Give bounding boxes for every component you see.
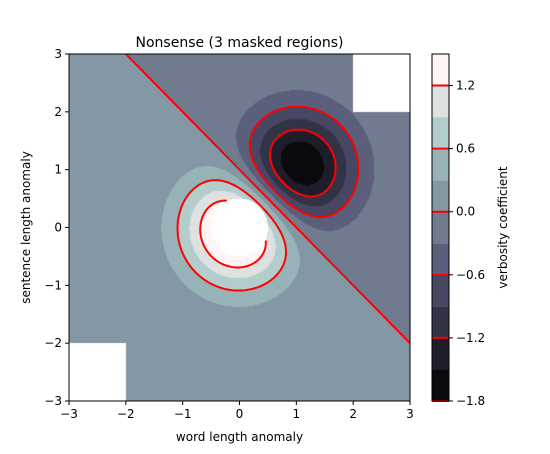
y-tick-label: 1 xyxy=(54,163,62,177)
colorbar-tick-label: −1.8 xyxy=(456,394,485,408)
y-tick-label: −1 xyxy=(44,278,62,292)
contour-line xyxy=(268,128,337,198)
colorbar-tick-label: −0.6 xyxy=(456,268,485,282)
colorbar-tick-label: 0.0 xyxy=(456,205,475,219)
colorbar-band xyxy=(432,274,449,307)
y-tick-label: 2 xyxy=(54,105,62,119)
colorbar-band xyxy=(432,337,449,370)
contour-line xyxy=(199,199,267,269)
colorbar-band xyxy=(432,306,449,338)
x-tick-label: −2 xyxy=(117,407,135,421)
x-axis: −3 −2 −1 0 1 2 3 xyxy=(60,401,414,421)
colorbar-band xyxy=(432,148,449,181)
x-tick-label: 0 xyxy=(236,407,244,421)
colorbar-frame xyxy=(431,53,450,402)
y-axis: −3 −2 −1 0 1 2 3 xyxy=(44,47,69,408)
x-tick-label: 1 xyxy=(293,407,301,421)
contour-line xyxy=(248,105,360,219)
x-axis-label: word length anomaly xyxy=(176,430,303,444)
chart-title: Nonsense (3 masked regions) xyxy=(136,35,344,51)
colorbar-tick-label: −1.2 xyxy=(456,331,485,345)
colorbar: 1.2 0.6 0.0 −0.6 −1.2 −1.8 xyxy=(431,53,485,408)
colorbar-tick-label: 0.6 xyxy=(456,142,475,156)
x-tick-label: −3 xyxy=(60,407,78,421)
colorbar-band xyxy=(432,117,449,149)
colorbar-band xyxy=(432,243,449,275)
x-tick-label: −1 xyxy=(174,407,192,421)
y-tick-label: −2 xyxy=(44,336,62,350)
filled-contours xyxy=(69,54,410,401)
colorbar-band xyxy=(432,180,449,212)
y-axis-label: sentence length anomaly xyxy=(19,151,33,304)
y-tick-label: 0 xyxy=(54,221,62,235)
colorbar-band xyxy=(432,211,449,244)
colorbar-band xyxy=(432,54,449,86)
contour-lines xyxy=(125,54,410,344)
contour-line xyxy=(125,54,410,344)
x-tick-label: 3 xyxy=(406,407,414,421)
x-tick-label: 2 xyxy=(349,407,357,421)
contour-line xyxy=(176,179,288,292)
colorbar-tick-label: 1.2 xyxy=(456,79,475,93)
colorbar-band xyxy=(432,369,449,401)
plot-area xyxy=(68,53,411,402)
colorbar-band xyxy=(432,85,449,118)
y-tick-label: −3 xyxy=(44,394,62,408)
colorbar-label: verbosity coefficient xyxy=(496,166,510,288)
y-tick-label: 3 xyxy=(54,47,62,61)
